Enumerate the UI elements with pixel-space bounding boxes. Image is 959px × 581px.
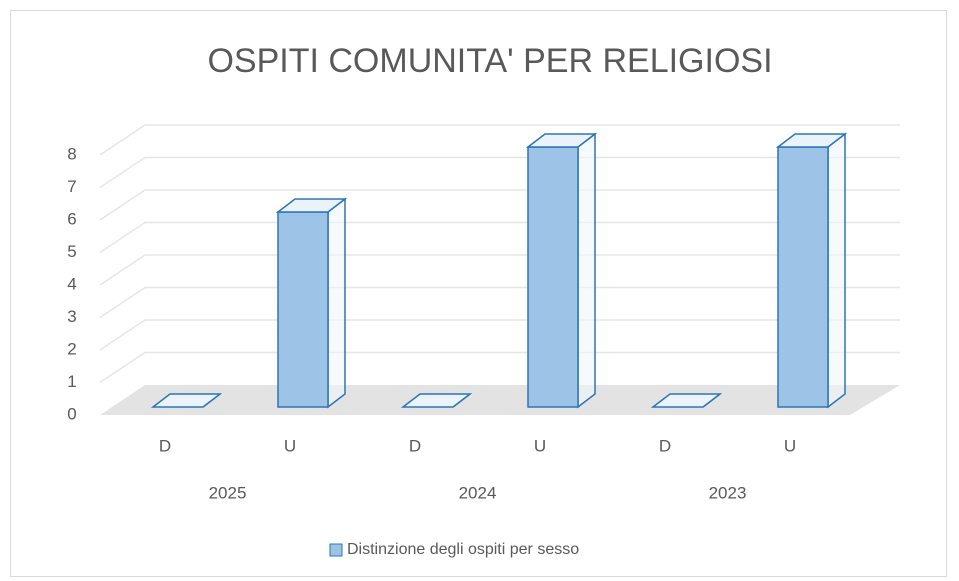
y-tick-label: 2 (67, 339, 76, 358)
grid-line (99, 124, 900, 156)
chart-title: OSPITI COMUNITA' PER RELIGIOSI (207, 42, 772, 80)
y-tick-label: 4 (67, 274, 76, 293)
bar-side (327, 197, 346, 409)
bar-top (150, 393, 223, 408)
grid-line (99, 286, 900, 319)
group-label: 2024 (459, 483, 497, 502)
x-tick-label: D (159, 436, 171, 455)
bar-side (577, 132, 596, 409)
bar-top (525, 133, 598, 148)
bar-top (275, 198, 348, 213)
x-tick-label: D (409, 436, 421, 455)
grid-line (99, 254, 900, 286)
y-tick-label: 0 (67, 404, 76, 423)
y-tick-label: 7 (67, 177, 76, 196)
grid-line (99, 319, 900, 351)
bar-top (400, 393, 473, 408)
bar (777, 146, 829, 408)
y-tick-label: 8 (67, 144, 76, 163)
grid-line (99, 189, 900, 221)
y-tick-label: 5 (67, 242, 76, 261)
group-label: 2025 (209, 483, 247, 502)
y-tick-label: 6 (67, 209, 76, 228)
x-tick-label: U (284, 436, 296, 455)
bar (277, 211, 329, 408)
bar-top (650, 393, 723, 408)
x-tick-label: U (784, 436, 796, 455)
group-label: 2023 (709, 483, 747, 502)
y-tick-label: 1 (67, 372, 76, 391)
bar-top (775, 133, 848, 148)
x-tick-label: D (659, 436, 671, 455)
y-tick-label: 3 (67, 307, 76, 326)
x-tick-label: U (534, 436, 546, 455)
grid-line (99, 156, 900, 189)
legend-swatch (329, 543, 343, 557)
bar (527, 146, 579, 408)
grid-line (99, 221, 900, 254)
grid-line (99, 351, 900, 384)
bar-side (827, 132, 846, 409)
legend-label: Distinzione degli ospiti per sesso (347, 541, 579, 558)
